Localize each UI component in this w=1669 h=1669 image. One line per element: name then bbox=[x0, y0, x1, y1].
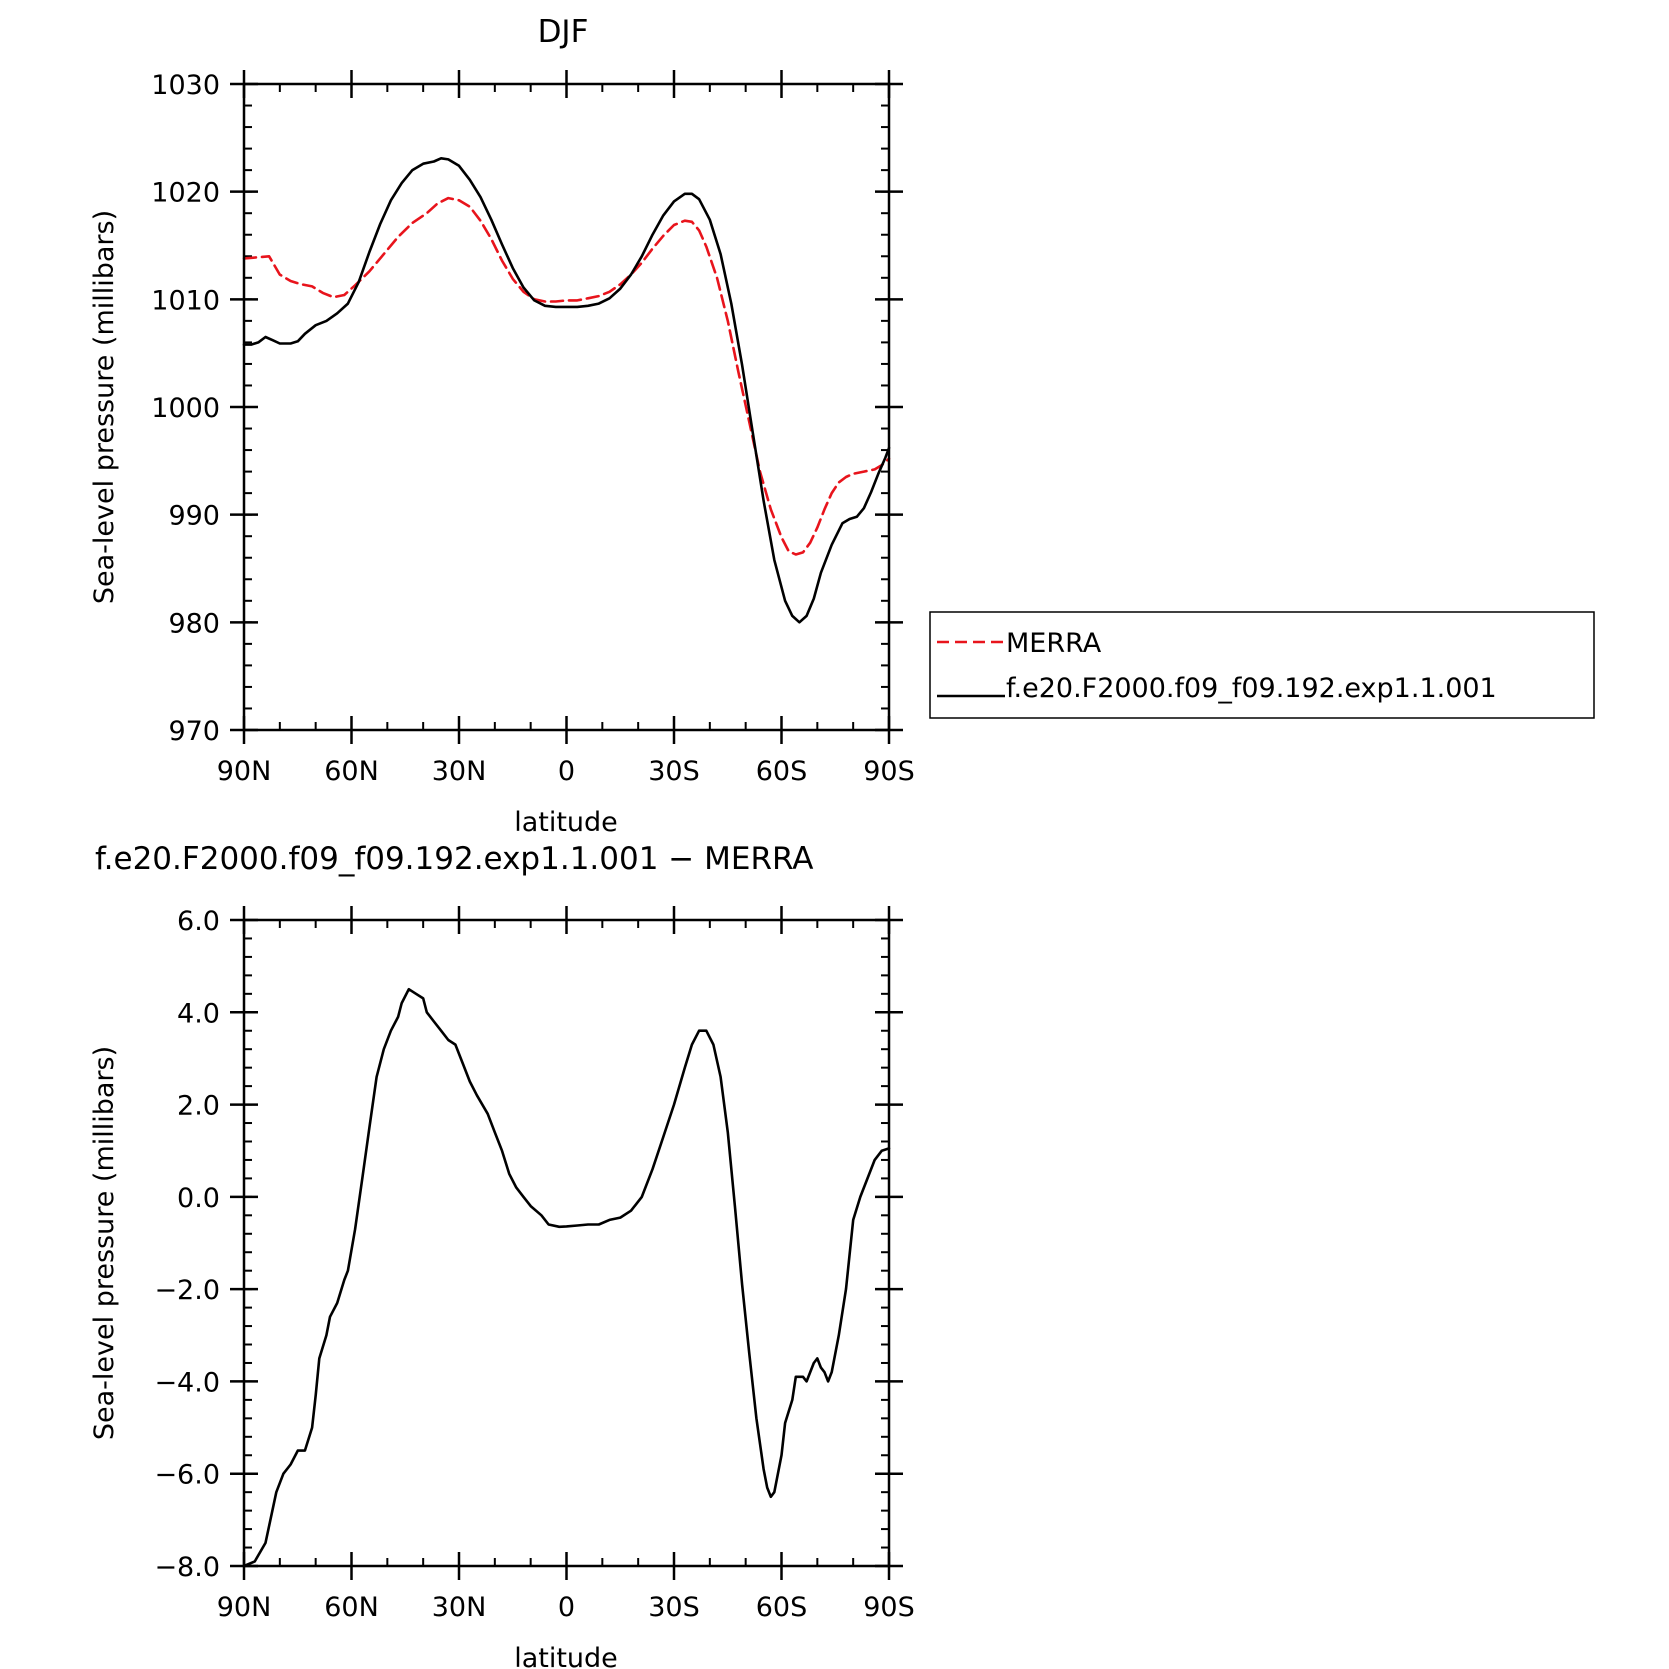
top-x-tick-label: 60S bbox=[756, 756, 808, 787]
bottom-y-tick-label: −4.0 bbox=[154, 1367, 220, 1398]
bottom-x-tick-label: 30N bbox=[432, 1592, 487, 1623]
bottom-x-ticks: 90N 60N 30N 0 30S 60S 90S bbox=[217, 906, 915, 1623]
top-y-tick-label: 1000 bbox=[151, 393, 220, 424]
top-y-tick-label: 1030 bbox=[151, 70, 220, 101]
top-title: DJF bbox=[538, 14, 589, 50]
bottom-y-tick-label: 2.0 bbox=[177, 1091, 220, 1122]
top-x-tick-label: 90N bbox=[217, 756, 272, 787]
bottom-y-tick-label: −2.0 bbox=[154, 1275, 220, 1306]
bottom-y-tick-label: −6.0 bbox=[154, 1460, 220, 1491]
bottom-plot-frame bbox=[242, 918, 891, 1568]
bottom-x-tick-label: 60N bbox=[324, 1592, 379, 1623]
top-x-tick-label: 60N bbox=[324, 756, 379, 787]
top-x-tick-label: 0 bbox=[558, 756, 575, 787]
top-minor-ticks bbox=[243, 83, 890, 731]
top-y-ticks: 970 980 990 1000 1010 1020 1030 bbox=[151, 70, 903, 747]
bottom-y-ticks: −8.0 −6.0 −4.0 −2.0 0.0 2.0 4.0 6.0 bbox=[154, 906, 903, 1583]
bottom-x-tick-label: 30S bbox=[648, 1592, 700, 1623]
top-x-axis-label: latitude bbox=[514, 807, 618, 838]
top-y-tick-label: 1020 bbox=[151, 178, 220, 209]
bottom-y-tick-label: 0.0 bbox=[177, 1183, 220, 1214]
bottom-minor-ticks bbox=[243, 919, 890, 1567]
top-x-ticks: 90N 60N 30N 0 30S 60S 90S bbox=[217, 70, 915, 787]
top-y-tick-label: 1010 bbox=[151, 285, 220, 316]
legend: MERRA f.e20.F2000.f09_f09.192.exp1.1.001 bbox=[929, 611, 1595, 719]
top-x-tick-label: 90S bbox=[863, 756, 915, 787]
top-x-tick-label: 30S bbox=[648, 756, 700, 787]
top-series-group bbox=[242, 157, 891, 624]
bottom-y-tick-label: 6.0 bbox=[177, 906, 220, 937]
top-y-tick-label: 970 bbox=[168, 716, 220, 747]
top-plot-frame bbox=[242, 82, 891, 732]
bottom-x-tick-label: 90N bbox=[217, 1592, 272, 1623]
bottom-x-tick-label: 90S bbox=[863, 1592, 915, 1623]
top-y-tick-label: 980 bbox=[168, 608, 220, 639]
legend-box bbox=[929, 611, 1595, 719]
bottom-y-tick-label: −8.0 bbox=[154, 1552, 220, 1583]
top-y-axis-label: Sea-level pressure (millibars) bbox=[89, 210, 120, 604]
bottom-x-axis-label: latitude bbox=[514, 1643, 618, 1669]
bottom-y-tick-label: 4.0 bbox=[177, 998, 220, 1029]
top-series-line-0 bbox=[242, 196, 891, 556]
legend-model-label: f.e20.F2000.f09_f09.192.exp1.1.001 bbox=[1006, 673, 1497, 704]
bottom-series-line-0 bbox=[242, 987, 891, 1568]
bottom-y-axis-label: Sea-level pressure (millibars) bbox=[89, 1046, 120, 1440]
bottom-panel: f.e20.F2000.f09_f09.192.exp1.1.001 − MER… bbox=[89, 841, 915, 1669]
bottom-series-group bbox=[242, 987, 891, 1568]
top-x-tick-label: 30N bbox=[432, 756, 487, 787]
top-panel: DJF 90N 60N 30N 0 30S 60S 90S 970 980 990 1000 101… bbox=[89, 14, 1595, 838]
bottom-x-tick-label: 60S bbox=[756, 1592, 808, 1623]
top-series-line-1 bbox=[242, 157, 891, 624]
legend-merra-label: MERRA bbox=[1006, 628, 1102, 659]
bottom-title: f.e20.F2000.f09_f09.192.exp1.1.001 − MER… bbox=[95, 841, 813, 877]
bottom-x-tick-label: 0 bbox=[558, 1592, 575, 1623]
top-y-tick-label: 990 bbox=[168, 501, 220, 532]
